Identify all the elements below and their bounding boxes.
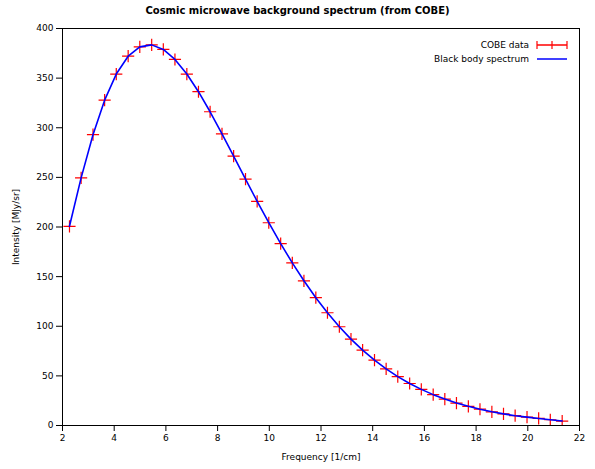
svg-text:400: 400 [36,23,53,33]
svg-text:8: 8 [215,433,221,443]
svg-text:350: 350 [36,73,53,83]
svg-text:Intensity [MJy/sr]: Intensity [MJy/sr] [11,189,21,265]
svg-text:0: 0 [48,420,54,430]
svg-text:14: 14 [367,433,379,443]
svg-text:2: 2 [60,433,66,443]
svg-text:16: 16 [419,433,431,443]
svg-text:4: 4 [111,433,117,443]
svg-text:50: 50 [42,371,54,381]
svg-text:22: 22 [574,433,585,443]
svg-text:10: 10 [264,433,276,443]
svg-text:200: 200 [36,222,53,232]
svg-text:100: 100 [36,321,53,331]
html-text:COBE data: COBE data [480,40,529,50]
svg-text:18: 18 [470,433,482,443]
svg-text:150: 150 [36,272,53,282]
svg-text:300: 300 [36,123,53,133]
svg-text:250: 250 [36,172,53,182]
svg-text:12: 12 [315,433,326,443]
svg-text:20: 20 [522,433,534,443]
html-text:Black body spectrum: Black body spectrum [434,54,529,64]
svg-text:6: 6 [163,433,169,443]
svg-text:Frequency [1/cm]: Frequency [1/cm] [282,452,361,462]
html-text:Cosmic microwave background sp: Cosmic microwave background spectrum (fr… [145,5,450,16]
